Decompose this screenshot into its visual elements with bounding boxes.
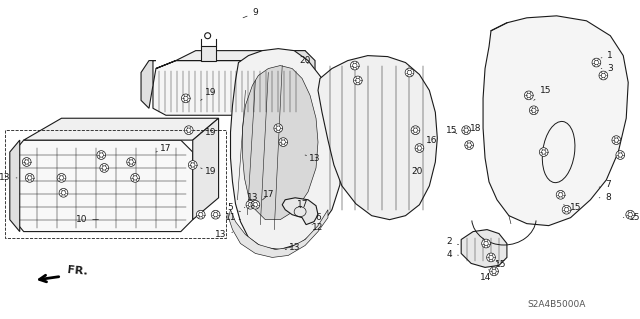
Text: 14: 14: [481, 269, 492, 282]
Circle shape: [562, 205, 571, 214]
Circle shape: [626, 210, 635, 219]
Text: 19: 19: [201, 88, 216, 100]
Circle shape: [196, 210, 205, 219]
Polygon shape: [243, 65, 318, 220]
Polygon shape: [193, 118, 219, 220]
Text: 4: 4: [447, 250, 458, 259]
Circle shape: [529, 106, 538, 115]
Text: 13: 13: [215, 230, 233, 239]
Text: 20: 20: [300, 56, 311, 65]
Polygon shape: [483, 16, 628, 226]
Circle shape: [482, 239, 490, 248]
Circle shape: [251, 200, 260, 209]
Text: 13: 13: [0, 174, 17, 182]
Circle shape: [188, 160, 197, 169]
Polygon shape: [318, 56, 437, 220]
Circle shape: [59, 189, 68, 197]
Polygon shape: [10, 140, 20, 232]
Circle shape: [524, 91, 533, 100]
Text: 19: 19: [201, 128, 216, 137]
Polygon shape: [461, 230, 507, 267]
Circle shape: [411, 126, 420, 135]
Circle shape: [131, 174, 140, 182]
Circle shape: [22, 158, 31, 167]
Text: 8: 8: [599, 193, 611, 202]
Circle shape: [486, 253, 495, 262]
Text: 12: 12: [312, 223, 324, 232]
Circle shape: [540, 148, 548, 156]
Text: FR.: FR.: [67, 265, 88, 277]
Polygon shape: [282, 198, 318, 225]
Circle shape: [181, 94, 190, 103]
Circle shape: [127, 158, 136, 167]
Text: 1: 1: [601, 51, 613, 60]
Text: 16: 16: [426, 136, 437, 145]
Text: 15: 15: [564, 203, 581, 212]
Text: 17: 17: [262, 190, 274, 200]
Circle shape: [57, 174, 66, 182]
Circle shape: [490, 267, 499, 276]
Text: 19: 19: [201, 167, 216, 176]
Polygon shape: [141, 61, 156, 108]
Circle shape: [599, 71, 608, 80]
Text: 20: 20: [412, 167, 423, 176]
Text: 13: 13: [285, 243, 301, 252]
Text: 13: 13: [244, 193, 258, 208]
Circle shape: [353, 76, 362, 85]
Polygon shape: [228, 210, 328, 257]
Circle shape: [100, 164, 109, 172]
Text: 13: 13: [305, 153, 321, 162]
Text: 9: 9: [243, 8, 259, 18]
Text: S2A4B5000A: S2A4B5000A: [527, 300, 586, 309]
Text: 7: 7: [599, 180, 611, 189]
Polygon shape: [24, 118, 219, 140]
Polygon shape: [201, 46, 216, 61]
Text: 5: 5: [228, 203, 241, 212]
Text: 3: 3: [601, 64, 613, 73]
Circle shape: [97, 151, 106, 160]
Circle shape: [462, 126, 470, 135]
Circle shape: [465, 141, 474, 150]
Text: 15: 15: [445, 126, 457, 135]
Text: 15: 15: [623, 213, 640, 222]
Circle shape: [415, 144, 424, 152]
Text: 15: 15: [534, 86, 552, 100]
Text: 6: 6: [312, 213, 321, 225]
Text: 11: 11: [225, 213, 241, 222]
Circle shape: [184, 126, 193, 135]
Text: 10: 10: [76, 215, 99, 224]
Circle shape: [612, 136, 621, 145]
Text: 17: 17: [156, 144, 172, 152]
Text: 18: 18: [467, 124, 482, 133]
Text: 2: 2: [447, 237, 458, 246]
Polygon shape: [14, 140, 193, 232]
Polygon shape: [230, 48, 342, 249]
Circle shape: [592, 58, 601, 67]
Circle shape: [556, 190, 565, 199]
Polygon shape: [156, 51, 305, 69]
Circle shape: [246, 200, 255, 209]
Circle shape: [405, 68, 414, 77]
Circle shape: [279, 138, 287, 146]
Text: 15: 15: [495, 260, 507, 269]
Polygon shape: [153, 61, 305, 115]
Circle shape: [616, 151, 625, 160]
Text: 17: 17: [298, 200, 309, 209]
Circle shape: [26, 174, 34, 182]
Circle shape: [211, 210, 220, 219]
Circle shape: [351, 61, 359, 70]
Circle shape: [274, 124, 283, 133]
Polygon shape: [290, 51, 315, 100]
